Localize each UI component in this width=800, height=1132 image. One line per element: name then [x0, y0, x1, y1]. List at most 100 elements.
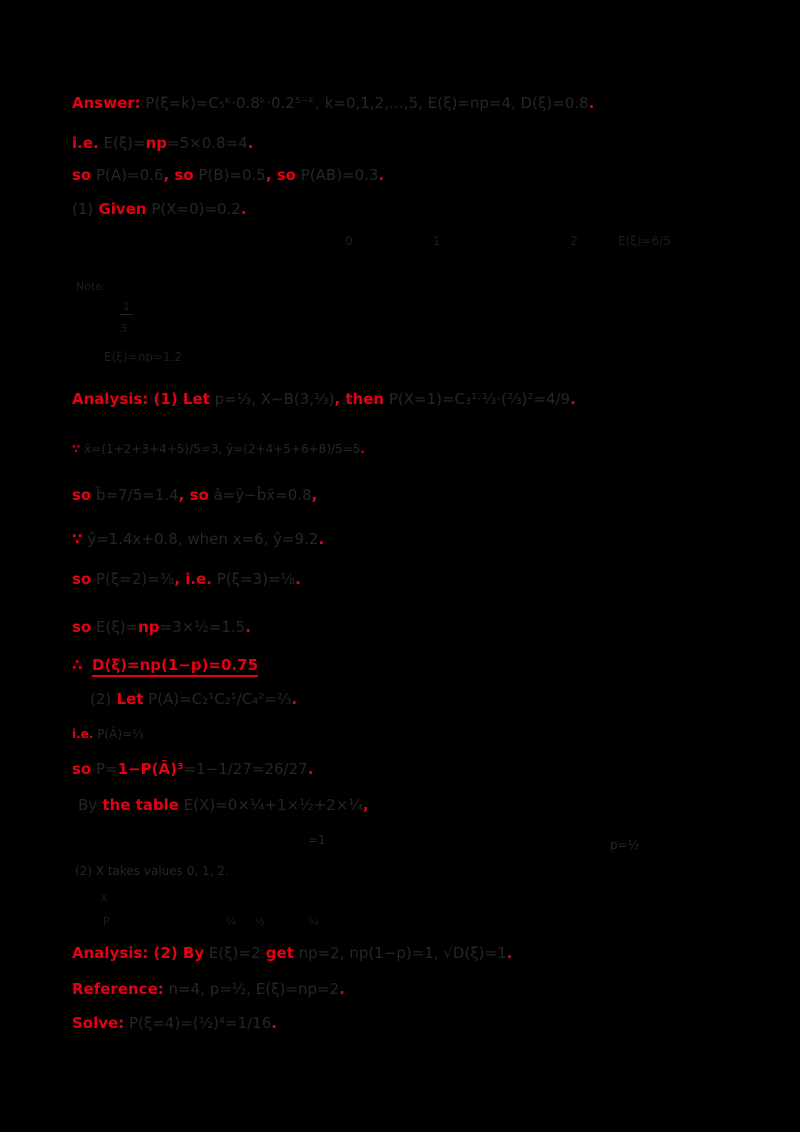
- text-segment: .: [570, 390, 576, 408]
- text-segment: (2): [90, 690, 112, 708]
- text-segment: get: [260, 944, 294, 962]
- step-line-3: (1) Given P(X=0)=0.2.: [72, 200, 247, 219]
- text-segment: P(AB)=0.3: [295, 166, 379, 184]
- text-segment: P(A)=C₂¹C₂¹/C₄²=⅔: [143, 690, 292, 708]
- text-segment: Solve:: [72, 1014, 125, 1032]
- text-segment: .: [240, 200, 247, 218]
- text-segment: 0: [345, 234, 353, 248]
- text-segment: .: [318, 530, 325, 548]
- text-segment: =3×½=1.5: [159, 618, 246, 636]
- solve-line: Solve: P(ξ=4)=(½)⁴=1/16.: [72, 1014, 277, 1033]
- text-segment: Let: [177, 390, 210, 408]
- fraction-numerator: 1: [120, 300, 133, 315]
- text-segment: (2): [148, 944, 178, 962]
- text-segment: P(B)=0.5: [193, 166, 266, 184]
- text-segment: E(ξ)=6/5: [617, 234, 671, 248]
- table-row-p: P ¼ ½ ¼: [103, 915, 319, 929]
- value-line: i.e. P(Ā)=⅓: [72, 727, 144, 742]
- part2-intro: (2) X takes values 0, 1, 2.: [75, 864, 229, 879]
- text-segment: ½: [254, 915, 265, 928]
- text-segment: P(Ā)=⅓: [93, 727, 144, 741]
- text-segment: Analysis:: [72, 944, 149, 962]
- text-segment: P(ξ=3)=⅛: [211, 570, 296, 588]
- text-segment: [82, 656, 92, 674]
- text-segment: P(X=1)=C₃¹·⅓·(⅔)²=4/9: [384, 390, 571, 408]
- step-line-1: i.e. E(ξ)=np=5×0.8=4.: [72, 134, 253, 153]
- text-segment: Note:: [76, 280, 106, 293]
- text-segment: 1: [432, 234, 441, 248]
- text-segment: ¼: [307, 915, 319, 928]
- slope-line: so b̂=7/5=1.4, so â=ȳ−b̂x̄=0.8,: [72, 486, 317, 505]
- text-segment: P(ξ=k)=C₅ᵏ·0.8ᵏ·0.2⁵⁻ᵏ, k=0,1,2,…,5, E(ξ…: [140, 94, 589, 112]
- mean-line: ∵ x̄=(1+2+3+4+5)/5=3, ȳ=(2+4+5+6+8)/5=5.: [72, 442, 365, 457]
- text-segment: P(ξ=2)=⅜: [91, 570, 175, 588]
- reference-line: Reference: n=4, p=½, E(ξ)=np=2.: [72, 980, 345, 999]
- text-segment: then: [345, 390, 385, 408]
- text-segment: np: [145, 134, 168, 152]
- text-segment: .: [271, 1014, 277, 1032]
- prob-line-2: so E(ξ)=np=3×½=1.5.: [72, 618, 251, 637]
- text-segment: so: [72, 486, 92, 504]
- text-segment: ,: [163, 166, 175, 184]
- text-segment: By: [78, 796, 98, 814]
- text-segment: ,: [265, 166, 277, 184]
- text-segment: (1): [148, 390, 178, 408]
- part2-line: (2) Let P(A)=C₂¹C₂¹/C₄²=⅔.: [90, 690, 297, 709]
- text-segment: (1): [72, 200, 94, 218]
- text-segment: so: [72, 760, 92, 778]
- text-segment: 1: [120, 300, 133, 315]
- text-segment: ,: [311, 486, 318, 504]
- side-fragment: p=½: [610, 838, 639, 853]
- text-segment: E(ξ)=: [98, 134, 146, 152]
- text-segment: ∴: [72, 656, 83, 674]
- text-segment: so: [174, 166, 194, 184]
- text-segment: .: [247, 134, 254, 152]
- text-segment: i.e.: [72, 727, 94, 741]
- table-ref-line: By the table E(X)=0×¼+1×½+2×¼,: [78, 796, 369, 815]
- text-segment: ∵: [72, 530, 83, 548]
- text-segment: ŷ=1.4x+0.8, when x=6, ŷ=9.2: [82, 530, 319, 548]
- text-segment: â=ȳ−b̂x̄=0.8: [208, 486, 312, 504]
- answer-line: Answer: P(ξ=k)=C₅ᵏ·0.8ᵏ·0.2⁵⁻ᵏ, k=0,1,2,…: [72, 94, 594, 113]
- text-segment: P(A)=0.6: [91, 166, 164, 184]
- variance-line: ∴ D(ξ)=np(1−p)=0.75: [72, 656, 259, 677]
- text-segment: .: [588, 94, 595, 112]
- text-segment: P(ξ=4)=(½)⁴=1/16: [124, 1014, 272, 1032]
- text-segment: i.e.: [72, 134, 99, 152]
- text-segment: so: [72, 570, 92, 588]
- text-segment: P(X=0)=0.2: [146, 200, 241, 218]
- text-segment: so: [72, 166, 92, 184]
- text-segment: ,: [362, 796, 369, 814]
- text-segment: E(ξ)=np=1.2: [104, 350, 183, 364]
- step-line-2: so P(A)=0.6, so P(B)=0.5, so P(AB)=0.3.: [72, 166, 384, 185]
- text-segment: .: [291, 690, 298, 708]
- fraction-denominator: 3: [120, 322, 127, 336]
- text-segment: , i.e.: [174, 570, 212, 588]
- text-segment: 3: [120, 322, 127, 335]
- text-segment: By: [177, 944, 205, 962]
- analysis-line-1: Analysis: (1) Let p=⅓, X~B(3,⅓), then P(…: [72, 390, 576, 409]
- distribution-row-top: 0 1 2 E(ξ)=6/5: [345, 234, 671, 249]
- text-segment: =5×0.8=4: [167, 134, 248, 152]
- text-segment: the table: [97, 796, 179, 814]
- text-segment: 1−P(Ā)³: [117, 760, 184, 778]
- text-segment: E(ξ)=: [91, 618, 139, 636]
- text-segment: Let: [111, 690, 144, 708]
- text-segment: so: [72, 618, 92, 636]
- text-segment: , so: [178, 486, 209, 504]
- text-segment: Analysis:: [72, 390, 149, 408]
- regression-line: ∵ ŷ=1.4x+0.8, when x=6, ŷ=9.2.: [72, 530, 324, 549]
- complement-line: so P=1−P(Ā)³=1−1/27=26/27.: [72, 760, 313, 779]
- text-segment: P: [103, 915, 110, 928]
- text-segment: b̂=7/5=1.4: [91, 486, 179, 504]
- text-segment: (2) X takes values 0, 1, 2.: [75, 864, 229, 878]
- expectation-note: E(ξ)=np=1.2: [104, 350, 182, 365]
- text-segment: .: [245, 618, 251, 636]
- text-segment: Reference:: [72, 980, 164, 998]
- text-segment: P=: [91, 760, 118, 778]
- text-segment: X: [100, 892, 108, 905]
- text-segment: .: [360, 442, 365, 456]
- text-segment: Answer:: [72, 94, 141, 112]
- text-segment: E(X)=0×¼+1×½+2×¼: [178, 796, 363, 814]
